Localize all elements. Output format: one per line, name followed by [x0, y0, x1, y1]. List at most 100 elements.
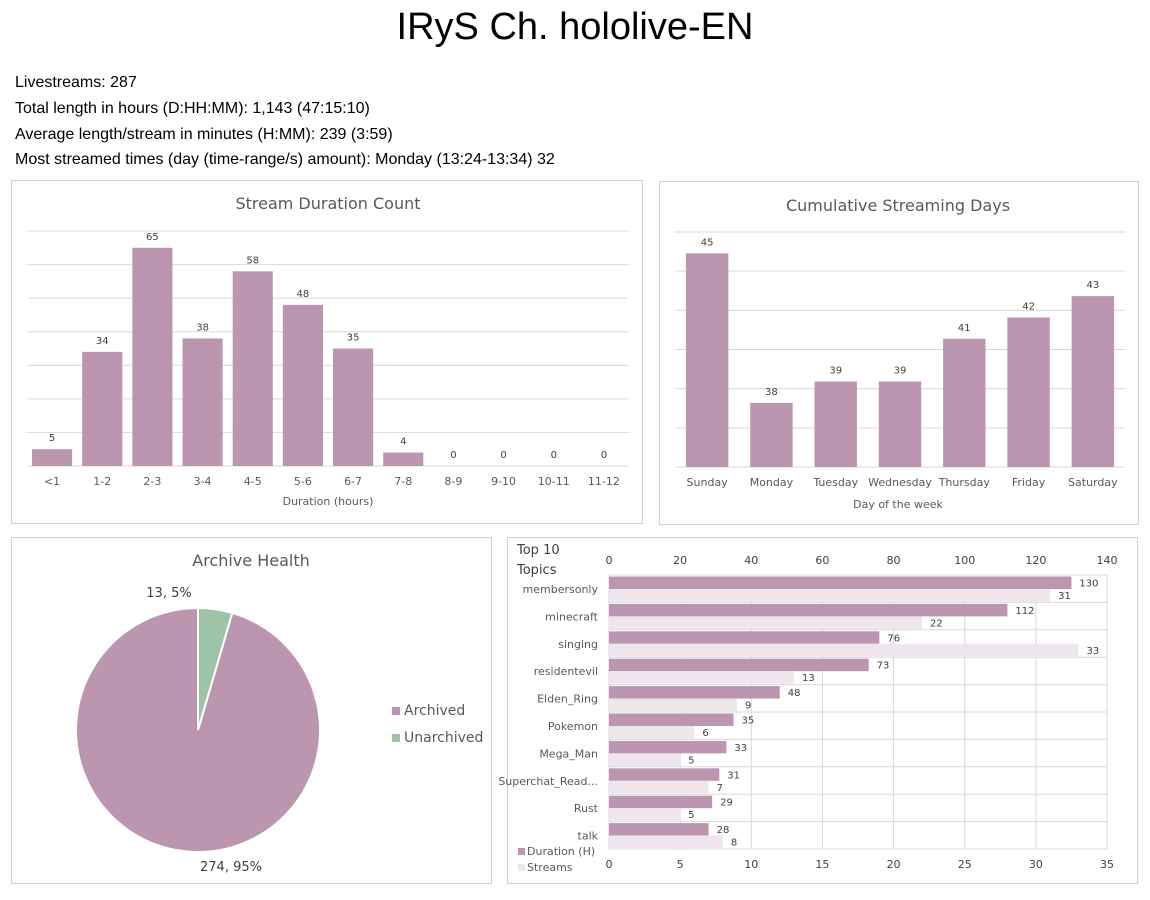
legend-streams-swatch — [518, 864, 525, 871]
legend-swatch — [392, 707, 400, 715]
bar — [878, 381, 922, 467]
x-axis-label: Duration (hours) — [283, 495, 374, 508]
data-label: 38 — [765, 387, 778, 398]
data-label-duration: 33 — [734, 743, 747, 754]
chart-title: Archive Health — [192, 551, 310, 570]
pie-data-label-unarchived: 13, 5% — [146, 586, 191, 601]
data-label: 48 — [297, 289, 310, 300]
category-label: minecraft — [545, 610, 599, 623]
bar-duration — [609, 823, 709, 836]
bar — [943, 338, 986, 467]
streaming-days-panel: Cumulative Streaming Days 45 Sunday 38 Monda… — [659, 181, 1139, 525]
legend-duration-label: Duration (H) — [527, 845, 595, 858]
data-label: 43 — [1086, 280, 1099, 291]
bar — [685, 253, 729, 467]
top-axis-tick-label: 60 — [815, 554, 829, 567]
bar-streams — [609, 726, 695, 739]
category-label: Superchat_Read... — [498, 775, 598, 788]
top-axis-tick-label: 140 — [1097, 554, 1118, 567]
x-tick-label: Monday — [750, 476, 794, 489]
data-label-streams: 22 — [930, 618, 943, 629]
bottom-axis-tick-label: 30 — [1029, 858, 1043, 871]
x-tick-label: <1 — [44, 475, 60, 488]
bar — [232, 271, 273, 466]
x-tick-label: Friday — [1012, 476, 1046, 489]
stat-livestreams: Livestreams: 287 — [15, 74, 137, 91]
x-tick-label: Thursday — [938, 476, 991, 489]
data-label: 5 — [49, 433, 55, 444]
category-label: residentevil — [534, 665, 598, 678]
data-label-streams: 6 — [702, 728, 708, 739]
data-label-duration: 35 — [742, 716, 755, 727]
data-label: 35 — [347, 333, 360, 344]
x-tick-label: 9-10 — [491, 475, 516, 488]
top-axis-tick-label: 120 — [1025, 554, 1046, 567]
bar-streams — [609, 671, 794, 684]
bar — [814, 381, 857, 467]
archive-health-chart: Archive Health 274, 95% 13, 5% Archived Unar… — [75, 551, 483, 875]
data-label: 0 — [450, 450, 456, 461]
x-tick-label: 7-8 — [394, 475, 412, 488]
data-label: 39 — [829, 366, 842, 377]
bar-streams — [609, 808, 681, 821]
bottom-axis-tick-label: 35 — [1100, 858, 1114, 871]
data-label: 41 — [958, 323, 971, 334]
data-label: 0 — [601, 450, 607, 461]
x-tick-label: 1-2 — [93, 475, 111, 488]
top-topics-chart: Top 10 Topics 0 20 40 60 80 100 120 140 0 5 10 15 20 25… — [498, 543, 1118, 874]
bottom-axis-tick-label: 15 — [815, 858, 829, 871]
bar — [32, 449, 73, 466]
bar — [82, 351, 123, 466]
x-tick-label: Saturday — [1068, 476, 1118, 489]
bar-streams — [609, 589, 1051, 602]
data-label: 42 — [1022, 301, 1035, 312]
bar-duration — [609, 631, 880, 644]
duration-count-panel: Stream Duration Count 5 <1 34 1-2 65 2-3 38 3-4 5… — [11, 180, 643, 524]
data-label-streams: 5 — [688, 810, 694, 821]
data-label-streams: 8 — [731, 838, 737, 849]
x-tick-label: 2-3 — [143, 475, 161, 488]
x-tick-label: 11-12 — [588, 475, 620, 488]
bar-duration — [609, 740, 727, 754]
top-topics-panel: Top 10 Topics 0 20 40 60 80 100 120 140 0 5 10 15 20 25… — [498, 537, 1138, 884]
top-axis-tick-label: 100 — [954, 554, 975, 567]
data-label-duration: 130 — [1079, 579, 1098, 590]
data-label-streams: 33 — [1087, 646, 1100, 657]
data-label: 34 — [96, 336, 109, 347]
legend-duration-swatch — [518, 848, 525, 855]
bottom-axis-tick-label: 20 — [887, 858, 901, 871]
stat-average-length: Average length/stream in minutes (H:MM):… — [15, 126, 393, 143]
bar — [383, 452, 424, 466]
streaming-days-chart: Cumulative Streaming Days 45 Sunday 38 Monda… — [675, 196, 1125, 511]
chart-title: Top 10 Topics — [516, 543, 560, 578]
bar-duration — [609, 576, 1072, 589]
top-axis-tick-label: 0 — [606, 554, 613, 567]
legend-streams-label: Streams — [527, 861, 573, 874]
category-label: talk — [578, 830, 599, 843]
category-label: Elden_Ring — [537, 693, 598, 706]
chart-title: Cumulative Streaming Days — [786, 196, 1010, 215]
bar-duration — [609, 603, 1008, 617]
bar — [1071, 296, 1115, 467]
x-tick-label: 6-7 — [344, 475, 362, 488]
duration-count-chart: Stream Duration Count 5 <1 34 1-2 65 2-3 38 3-4 5… — [27, 194, 629, 508]
pie-data-label-archived: 274, 95% — [200, 860, 262, 875]
bar — [1007, 317, 1050, 467]
top-axis-tick-label: 20 — [673, 554, 687, 567]
bar-streams — [609, 698, 738, 712]
bar-duration — [609, 768, 720, 781]
legend-label: Archived — [404, 703, 465, 719]
category-label: membersonly — [523, 583, 599, 596]
bottom-axis-tick-label: 5 — [677, 858, 684, 871]
data-label-duration: 73 — [877, 661, 890, 672]
x-tick-label: Tuesday — [812, 476, 858, 489]
bottom-axis-tick-label: 0 — [606, 858, 613, 871]
x-tick-label: 5-6 — [294, 475, 312, 488]
data-label-duration: 31 — [727, 770, 740, 781]
data-label-duration: 76 — [887, 633, 900, 644]
data-label: 0 — [500, 450, 506, 461]
top-axis-tick-label: 80 — [887, 554, 901, 567]
bar-streams — [609, 643, 1079, 657]
data-label: 39 — [894, 366, 907, 377]
top-axis-tick-label: 40 — [744, 554, 758, 567]
